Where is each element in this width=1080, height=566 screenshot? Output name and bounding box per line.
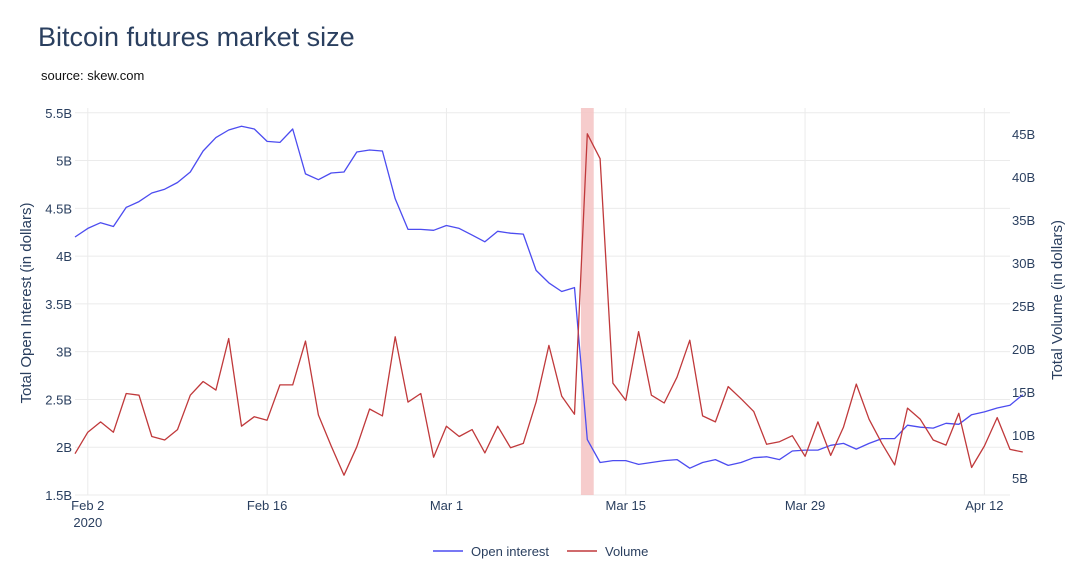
- chart-subtitle: source: skew.com: [41, 68, 145, 83]
- x-tick-label: Apr 12: [965, 498, 1003, 513]
- legend-item-volume[interactable]: Volume: [567, 544, 648, 559]
- y-left-tick-label: 2.5B: [45, 392, 72, 407]
- y-right-tick-label: 20B: [1012, 342, 1035, 357]
- x-tick-label: Feb 2: [71, 498, 104, 513]
- y-left-tick-label: 4.5B: [45, 201, 72, 216]
- legend-label: Volume: [605, 544, 648, 559]
- x-tick-label: Mar 15: [606, 498, 646, 513]
- chart-title: Bitcoin futures market size: [38, 22, 355, 52]
- y-left-tick-label: 3B: [56, 345, 72, 360]
- series-line-volume: [74, 133, 1023, 476]
- series-lines: [74, 125, 1024, 476]
- y-right-tick-label: 35B: [1012, 213, 1035, 228]
- y-right-tick-label: 10B: [1012, 428, 1035, 443]
- legend-label: Open interest: [471, 544, 549, 559]
- y-right-tick-label: 45B: [1012, 127, 1035, 142]
- x-tick-sublabel: 2020: [73, 515, 102, 530]
- y-left-tick-label: 3.5B: [45, 297, 72, 312]
- legend-item-open-interest[interactable]: Open interest: [433, 544, 549, 559]
- gridlines: [75, 108, 1010, 496]
- y-right-tick-label: 40B: [1012, 170, 1035, 185]
- x-tick-label: Feb 16: [247, 498, 287, 513]
- y-right-tick-label: 15B: [1012, 385, 1035, 400]
- y-axis-left-title: Total Open Interest (in dollars): [18, 203, 35, 404]
- y-right-tick-label: 25B: [1012, 299, 1035, 314]
- legend[interactable]: Open interest Volume: [433, 544, 648, 559]
- series-line-open-interest: [74, 125, 1024, 469]
- y-left-tick-label: 2B: [56, 440, 72, 455]
- y-right-tick-label: 30B: [1012, 256, 1035, 271]
- y-axis-right-title: Total Volume (in dollars): [1049, 220, 1066, 380]
- y-left-tick-label: 5B: [56, 154, 72, 169]
- y-left-tick-label: 4B: [56, 249, 72, 264]
- y-left-tick-label: 1.5B: [45, 488, 72, 503]
- x-tick-label: Mar 1: [430, 498, 463, 513]
- y-right-tick-label: 5B: [1012, 471, 1028, 486]
- y-left-tick-label: 5.5B: [45, 106, 72, 121]
- x-tick-label: Mar 29: [785, 498, 825, 513]
- axes: 1.5B 2B 2.5B 3B 3.5B 4B 4.5B 5B 5.5B 5B 10B 15B 20B 2…: [45, 106, 1035, 530]
